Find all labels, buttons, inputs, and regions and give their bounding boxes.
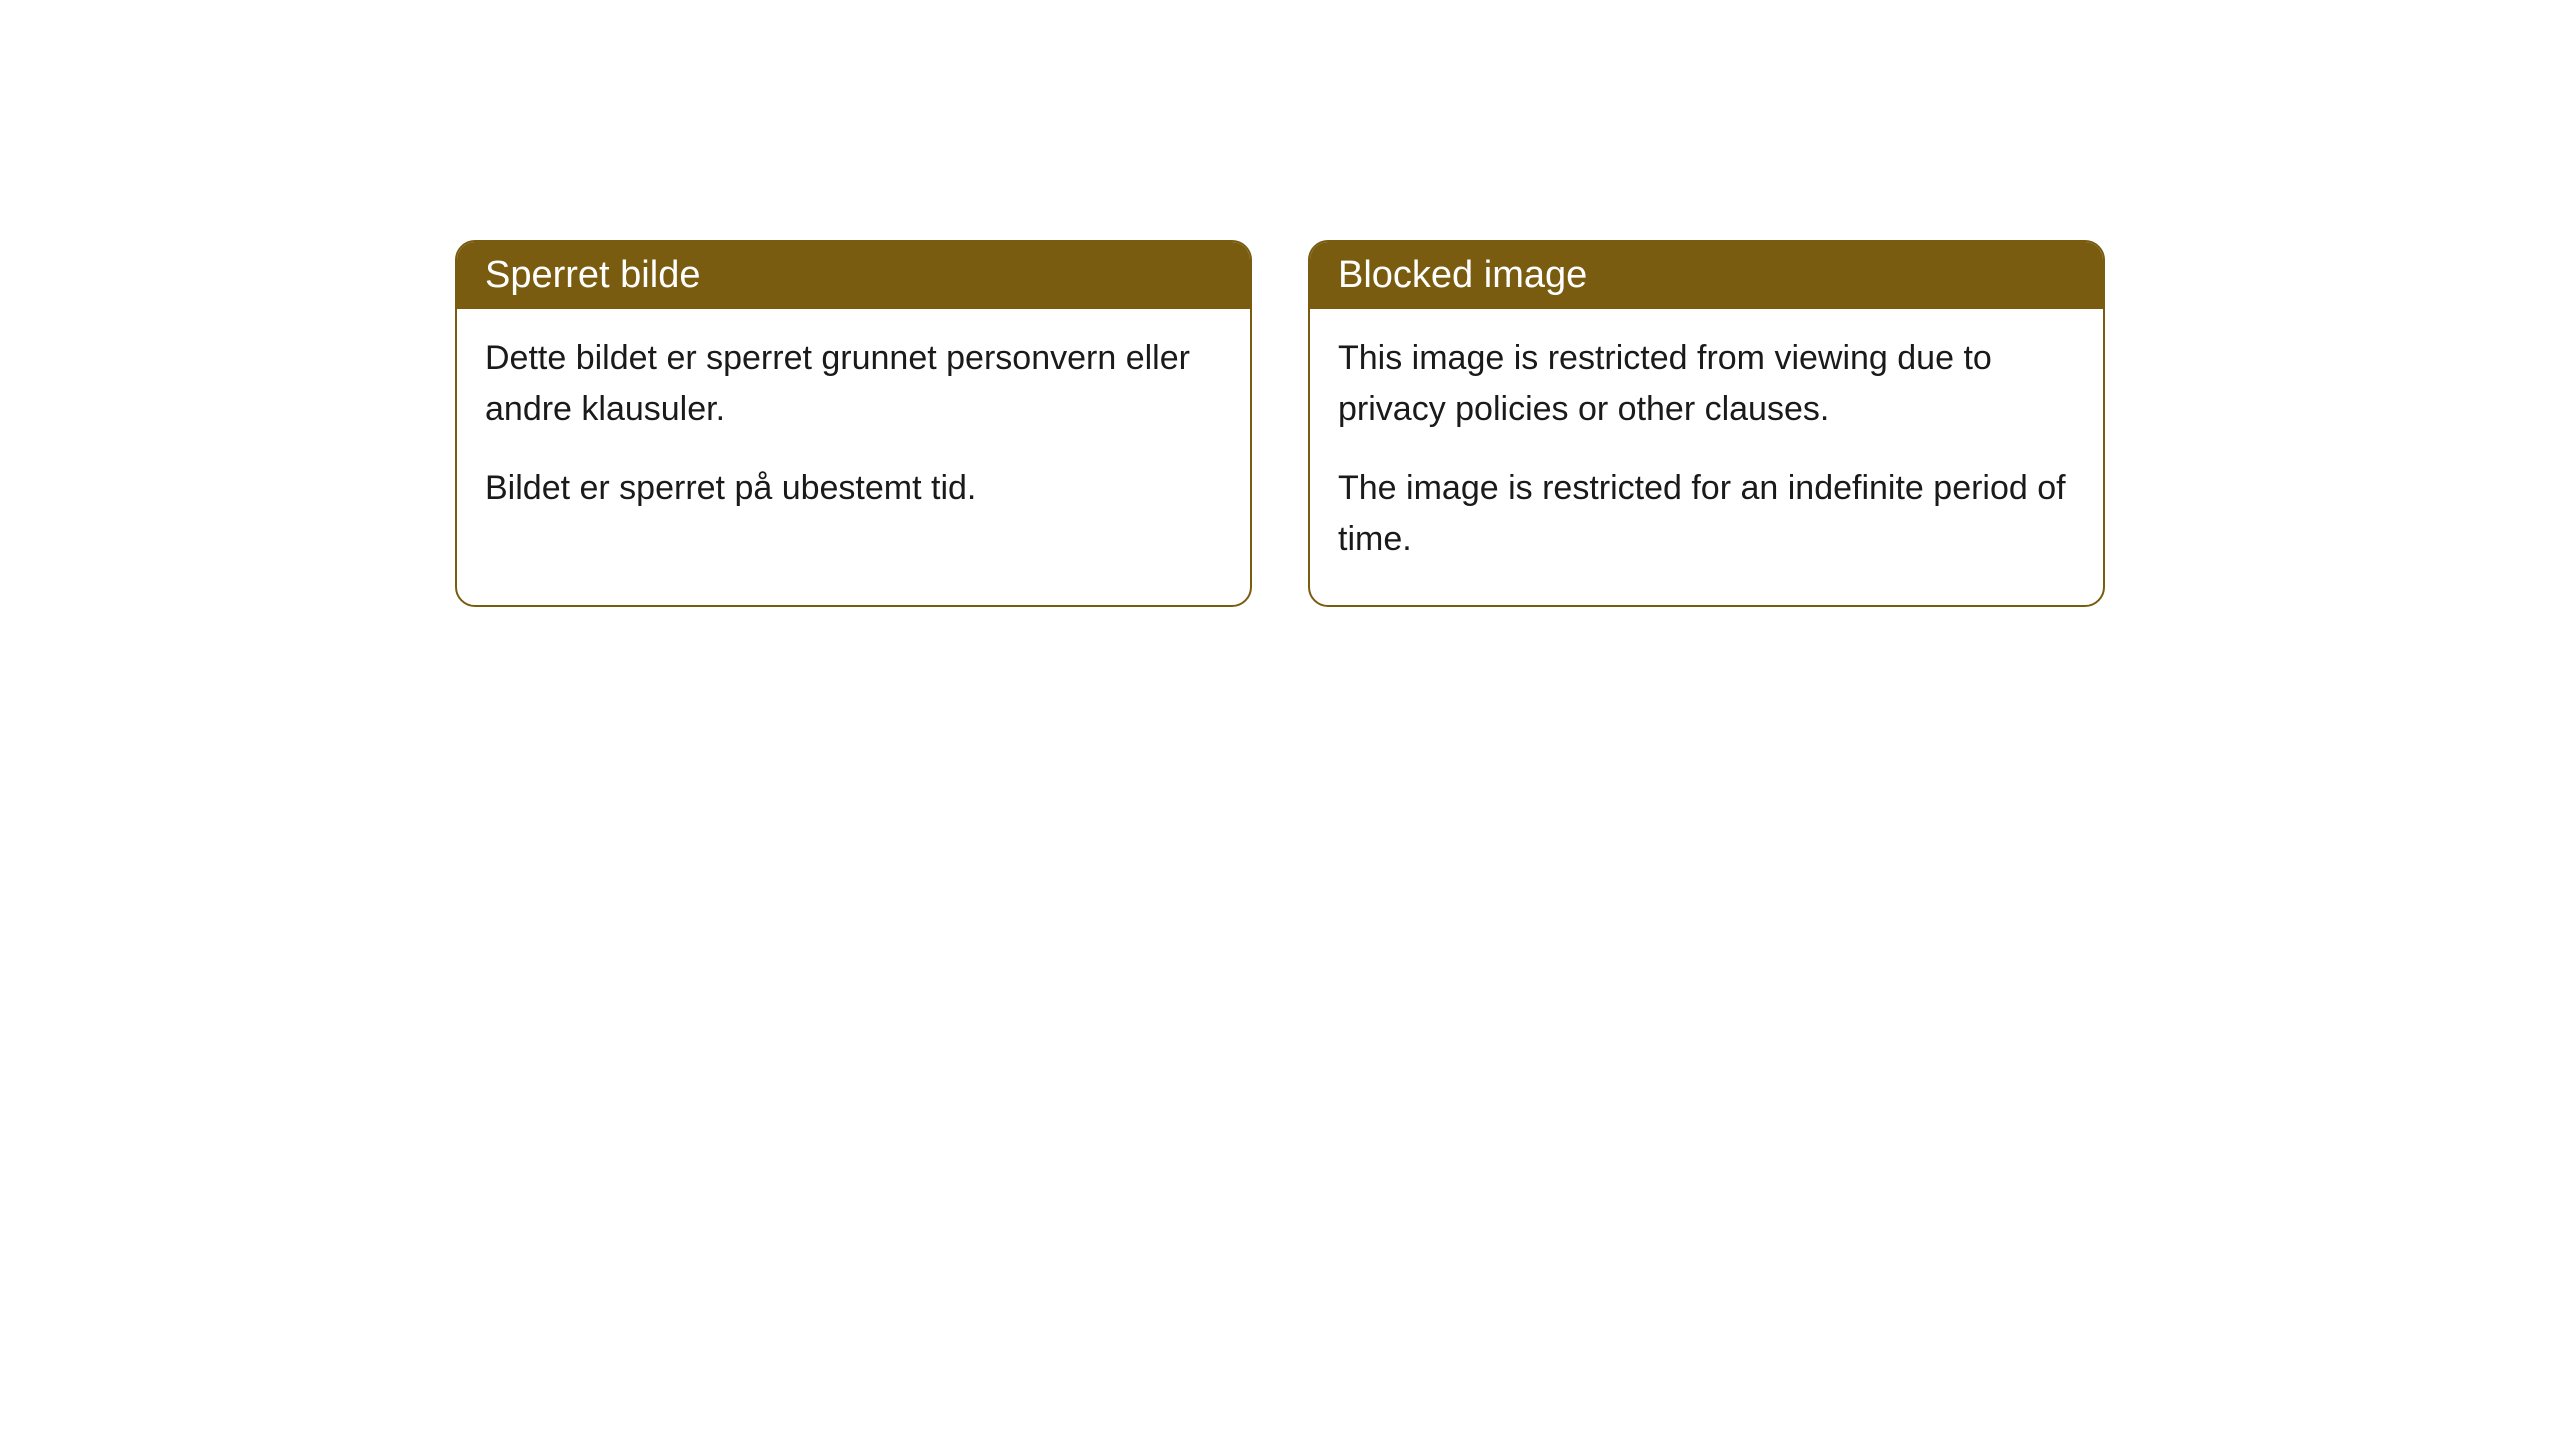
card-title: Sperret bilde bbox=[485, 254, 700, 296]
card-body-norwegian: Dette bildet er sperret grunnet personve… bbox=[457, 309, 1250, 554]
cards-container: Sperret bilde Dette bildet er sperret gr… bbox=[455, 240, 2105, 607]
card-header-norwegian: Sperret bilde bbox=[457, 242, 1250, 309]
card-norwegian: Sperret bilde Dette bildet er sperret gr… bbox=[455, 240, 1252, 607]
card-paragraph: This image is restricted from viewing du… bbox=[1338, 333, 2075, 435]
card-english: Blocked image This image is restricted f… bbox=[1308, 240, 2105, 607]
card-paragraph: Bildet er sperret på ubestemt tid. bbox=[485, 463, 1222, 514]
card-paragraph: Dette bildet er sperret grunnet personve… bbox=[485, 333, 1222, 435]
card-paragraph: The image is restricted for an indefinit… bbox=[1338, 463, 2075, 565]
card-body-english: This image is restricted from viewing du… bbox=[1310, 309, 2103, 605]
card-title: Blocked image bbox=[1338, 254, 1587, 296]
card-header-english: Blocked image bbox=[1310, 242, 2103, 309]
